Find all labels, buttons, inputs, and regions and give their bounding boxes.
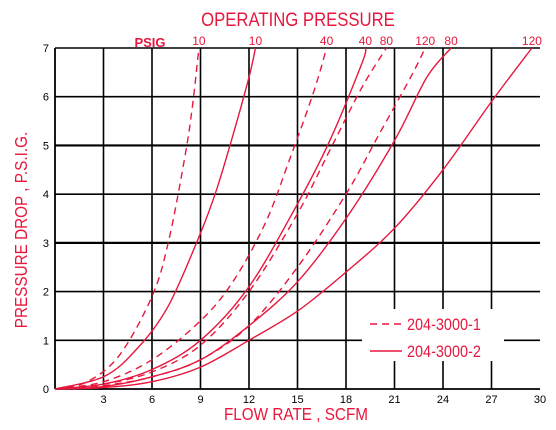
curve-204-3000-2-10psig	[54, 47, 257, 390]
curves: 10 40 80 120 10 40 80 120	[54, 34, 542, 390]
x-tick-label-24: 24	[437, 394, 449, 406]
chart-title: OPERATING PRESSURE	[201, 9, 395, 30]
x-axis-label: FLOW RATE , SCFM	[224, 404, 368, 424]
legend-background	[362, 309, 504, 361]
psig-label: PSIG	[134, 35, 165, 50]
curve-204-3000-2-120psig	[54, 47, 533, 390]
y-tick-label-3: 3	[43, 238, 49, 250]
pressure-label-204-3000-2-40: 40	[359, 34, 373, 48]
curve-204-3000-1-80psig	[54, 47, 387, 390]
grid	[54, 47, 540, 390]
x-tick-label-18: 18	[340, 394, 352, 406]
curve-204-3000-1-10psig	[54, 47, 200, 390]
y-tick-label-5: 5	[43, 140, 49, 152]
legend-label-204-3000-2: 204-3000-2	[407, 343, 481, 361]
pressure-label-204-3000-1-80: 80	[380, 34, 394, 48]
y-tick-label-2: 2	[43, 287, 49, 299]
x-tick-label-12: 12	[243, 394, 255, 406]
pressure-label-204-3000-2-120: 120	[522, 34, 542, 48]
y-tick-label-6: 6	[43, 92, 49, 104]
pressure-label-204-3000-1-40: 40	[320, 34, 334, 48]
curve-204-3000-2-40psig	[54, 47, 367, 390]
x-tick-label-30: 30	[534, 394, 546, 406]
legend-label-204-3000-1: 204-3000-1	[407, 316, 481, 334]
pressure-label-204-3000-1-10: 10	[192, 34, 206, 48]
x-tick-label-27: 27	[485, 394, 497, 406]
pressure-label-204-3000-2-10: 10	[249, 34, 263, 48]
pressure-label-204-3000-2-80: 80	[444, 34, 458, 48]
y-axis-label: PRESSURE DROP , P.S.I.G.	[11, 132, 31, 329]
y-tick-label-4: 4	[43, 189, 49, 201]
x-tick-label-3: 3	[100, 394, 106, 406]
x-tick-label-21: 21	[388, 394, 400, 406]
y-tick-label-7: 7	[43, 43, 49, 55]
pressure-label-204-3000-1-120: 120	[415, 34, 435, 48]
x-tick-label-15: 15	[291, 394, 303, 406]
x-tick-label-9: 9	[197, 394, 203, 406]
x-tick-label-6: 6	[149, 394, 155, 406]
y-tick-label-0: 0	[43, 384, 49, 396]
curve-204-3000-2-80psig	[54, 47, 452, 390]
legend: 204-3000-1 204-3000-2	[362, 309, 504, 361]
curve-204-3000-1-40psig	[54, 47, 328, 390]
y-tick-label-1: 1	[43, 335, 49, 347]
